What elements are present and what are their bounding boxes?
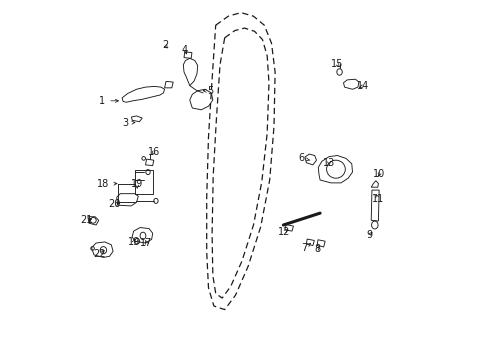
- Text: 20: 20: [108, 199, 120, 210]
- Text: 19: 19: [127, 237, 140, 247]
- Text: 12: 12: [277, 227, 290, 237]
- Text: 19: 19: [131, 179, 143, 189]
- Text: 5: 5: [203, 86, 213, 96]
- Text: 10: 10: [373, 168, 385, 179]
- Text: 8: 8: [313, 244, 320, 254]
- Text: 16: 16: [147, 147, 160, 157]
- Text: 3: 3: [122, 118, 135, 128]
- Text: 15: 15: [330, 59, 343, 69]
- Text: 13: 13: [322, 158, 335, 168]
- Text: 11: 11: [371, 194, 383, 204]
- Text: 14: 14: [356, 81, 368, 91]
- Text: 9: 9: [366, 230, 372, 240]
- Text: 4: 4: [182, 45, 188, 55]
- Text: 22: 22: [93, 249, 106, 259]
- Text: 21: 21: [81, 215, 93, 225]
- Text: 7: 7: [301, 243, 310, 253]
- Text: 18: 18: [97, 179, 117, 189]
- Text: 1: 1: [99, 96, 118, 106]
- Text: 6: 6: [298, 153, 309, 163]
- Text: 2: 2: [162, 40, 168, 50]
- Text: 17: 17: [140, 238, 152, 248]
